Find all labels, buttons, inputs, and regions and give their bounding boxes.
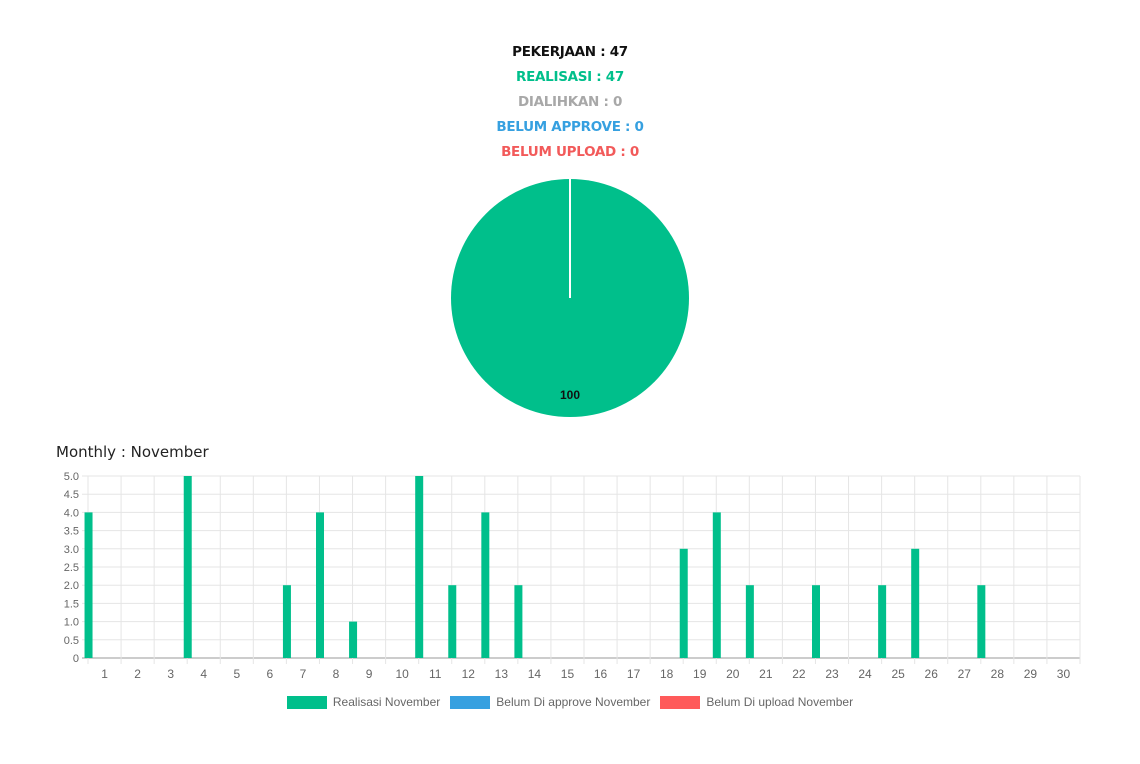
legend-swatch-realisasi [286,695,327,709]
belum-approve-count: BELUM APPROVE : 0 [496,119,644,135]
legend-label: Belum Di approve November [496,695,651,709]
x-tick-label: 12 [462,667,476,681]
realisasi-count: REALISASI : 47 [516,69,624,85]
bar[interactable] [183,476,192,658]
bar[interactable] [679,548,688,658]
x-tick-label: 18 [660,667,674,681]
x-tick-label: 24 [858,667,872,681]
y-tick-label: 4.5 [64,489,79,501]
x-tick-label: 16 [594,667,608,681]
x-tick-label: 3 [167,667,174,681]
y-tick-label: 2.5 [64,562,79,574]
belum-upload-count: BELUM UPLOAD : 0 [501,144,639,160]
bar[interactable] [977,585,986,658]
x-tick-label: 5 [233,667,240,681]
x-tick-label: 2 [134,667,141,681]
x-tick-label: 11 [429,667,442,681]
x-tick-label: 1 [101,667,108,681]
bar-legend: Realisasi November Belum Di approve Nove… [0,695,1140,709]
legend-swatch-belum-upload [660,695,701,709]
y-tick-label: 0.5 [64,635,79,647]
y-tick-label: 2.0 [64,580,79,592]
x-tick-label: 26 [925,667,939,681]
legend-item-belum-approve[interactable]: Belum Di approve November [450,695,650,709]
bar[interactable] [282,585,291,658]
x-tick-label: 25 [891,667,905,681]
bar[interactable] [911,548,920,658]
bar[interactable] [415,476,424,658]
x-tick-label: 14 [528,667,542,681]
dialihkan-count: DIALIHKAN : 0 [517,94,623,110]
x-tick-label: 28 [991,667,1005,681]
bar[interactable] [812,585,820,658]
x-tick-label: 21 [759,667,773,681]
x-tick-label: 7 [300,667,307,681]
bar[interactable] [878,585,887,658]
x-tick-label: 13 [495,667,509,681]
y-tick-label: 5.0 [64,471,79,483]
y-tick-label: 3.0 [64,544,79,556]
legend-item-realisasi[interactable]: Realisasi November [286,695,441,709]
x-tick-label: 22 [792,667,806,681]
bar[interactable] [712,512,721,658]
x-tick-label: 19 [693,667,707,681]
monthly-title: Monthly : November [56,443,209,461]
y-tick-label: 3.5 [64,526,79,538]
x-tick-label: 23 [825,667,839,681]
y-tick-label: 1.5 [64,598,79,610]
bar[interactable] [316,512,324,658]
x-tick-label: 27 [958,667,972,681]
legend-label: Belum Di upload November [706,695,854,709]
bar[interactable] [481,512,490,658]
x-tick-label: 20 [726,667,740,681]
x-tick-label: 4 [200,667,207,681]
legend-swatch-belum-approve [450,695,491,709]
x-tick-label: 15 [561,667,575,681]
x-tick-label: 17 [627,667,641,681]
legend-item-belum-upload[interactable]: Belum Di upload November [660,695,853,709]
pekerjaan-count: PEKERJAAN : 47 [512,44,628,60]
pie-chart: 100 [451,179,689,417]
summary-block: PEKERJAAN : 47 REALISASI : 47 DIALIHKAN … [0,40,1140,165]
y-tick-label: 1.0 [64,617,79,629]
x-tick-label: 10 [395,667,409,681]
pie-data-label: 100 [560,388,580,402]
x-tick-label: 29 [1024,667,1038,681]
x-tick-label: 30 [1057,667,1071,681]
bar[interactable] [84,512,93,658]
legend-label: Realisasi November [332,695,441,709]
x-tick-label: 8 [333,667,340,681]
x-tick-label: 9 [366,667,373,681]
x-tick-label: 6 [267,667,274,681]
bar[interactable] [514,585,523,658]
y-tick-label: 0 [73,653,79,665]
bar[interactable] [745,585,754,658]
monthly-bar-chart: 5.04.54.03.53.02.52.01.51.00.501 2 3 4 5 6 7 8 9… [64,471,1081,681]
bar[interactable] [349,621,358,658]
bar[interactable] [448,585,457,658]
y-tick-label: 4.0 [64,507,79,519]
